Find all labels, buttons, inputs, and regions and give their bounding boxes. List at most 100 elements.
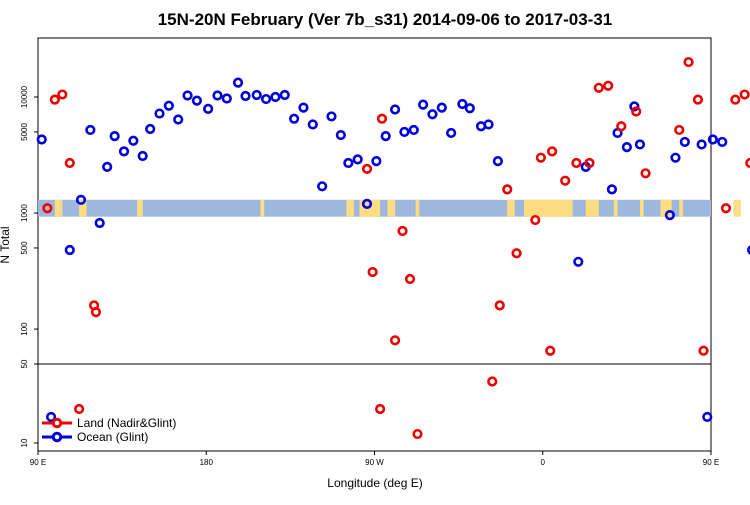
legend-land-marker	[51, 417, 63, 429]
land-point	[593, 82, 604, 93]
ocean-point	[335, 129, 346, 141]
legend: Land (Nadir&Glint) Ocean (Glint)	[42, 416, 176, 444]
ocean-point	[109, 131, 120, 142]
ocean-point	[240, 90, 251, 102]
ocean-point	[307, 119, 318, 130]
ocean-point	[629, 101, 640, 112]
legend-land-label: Land (Nadir&Glint)	[77, 416, 176, 430]
y-tick-label: 10	[20, 438, 29, 447]
ocean-point	[212, 90, 223, 101]
ocean-point	[408, 124, 419, 136]
ocean-point	[221, 93, 232, 104]
ocean-point	[154, 108, 165, 119]
land-patch	[359, 199, 381, 217]
ocean-point	[317, 181, 328, 192]
ocean-point	[747, 245, 750, 255]
land-point	[720, 203, 732, 214]
ocean-point	[361, 198, 373, 209]
ocean-point	[399, 126, 410, 138]
land-point	[90, 307, 102, 318]
land-point	[535, 152, 546, 163]
land-patch	[387, 199, 396, 217]
land-patch	[260, 199, 265, 217]
x-tick-label: 90 E	[703, 458, 719, 467]
chart-title: 15N-20N February (Ver 7b_s31) 2014-09-06…	[158, 10, 613, 29]
ocean-point	[163, 100, 174, 111]
land-point	[674, 124, 685, 136]
ocean-point	[75, 194, 87, 205]
y-axis-title: N Total	[0, 226, 12, 263]
ocean-point	[696, 139, 707, 150]
ocean-point	[492, 156, 503, 167]
land-patch	[585, 199, 599, 217]
land-point	[571, 157, 582, 169]
y-tick-label: 5000	[20, 122, 29, 140]
x-axis-title: Longitude (deg E)	[327, 476, 422, 490]
land-point	[730, 94, 741, 105]
y-tick-label: 10000	[20, 85, 29, 108]
land-point	[412, 428, 423, 440]
ocean-point	[128, 135, 139, 146]
ocean-point	[270, 91, 281, 103]
ocean-point	[679, 136, 690, 148]
land-point	[745, 157, 750, 169]
land-point	[603, 80, 614, 91]
ocean-point	[634, 139, 646, 150]
ocean-point	[573, 256, 584, 267]
land-point	[692, 94, 704, 105]
land-point	[546, 146, 558, 157]
land-mask-bar	[38, 199, 741, 217]
land-patch	[613, 199, 618, 217]
ocean-point	[298, 102, 309, 113]
land-patch	[524, 199, 573, 217]
y-tick-label: 100	[20, 322, 29, 336]
ocean-point	[380, 131, 391, 142]
ocean-point	[94, 217, 105, 229]
ocean-point	[418, 99, 429, 110]
ocean-point	[118, 146, 130, 157]
x-tick-label: 90 W	[365, 458, 384, 467]
ocean-point	[664, 209, 675, 221]
ocean-point	[436, 102, 447, 113]
land-point	[57, 89, 68, 100]
legend-ocean-label: Ocean (Glint)	[77, 430, 148, 444]
x-tick-label: 180	[200, 458, 214, 467]
ocean-point	[289, 113, 300, 124]
land-point	[49, 94, 60, 105]
ocean-point	[483, 119, 494, 130]
ocean-point	[702, 411, 713, 423]
land-point	[375, 403, 386, 415]
ocean-point	[389, 104, 401, 115]
land-point	[560, 175, 571, 186]
land-point	[389, 335, 401, 346]
ocean-point	[251, 89, 262, 101]
land-point	[74, 403, 85, 415]
land-point	[64, 157, 75, 169]
land-patch	[733, 199, 741, 217]
ocean-point	[173, 114, 184, 125]
y-tick-label: 500	[20, 241, 29, 255]
y-axis-ticks: 10 50 100 500 1000 5000 10000	[20, 85, 38, 447]
ocean-point	[145, 123, 156, 135]
ocean-point	[45, 411, 57, 423]
legend-ocean-marker	[51, 431, 63, 443]
ocean-point	[182, 90, 193, 101]
land-patch	[679, 199, 683, 217]
land-point	[376, 113, 388, 124]
ocean-point	[102, 161, 113, 172]
land-point	[616, 121, 627, 132]
ocean-point	[717, 136, 728, 148]
x-tick-label: 90 E	[30, 458, 46, 467]
ocean-point	[427, 109, 438, 120]
ocean-point	[36, 134, 47, 145]
land-patch	[346, 199, 354, 217]
ocean-point	[670, 152, 681, 163]
land-point	[584, 157, 595, 169]
ocean-point	[352, 154, 363, 165]
land-point	[361, 163, 373, 175]
land-patch	[415, 199, 420, 217]
land-patch	[660, 199, 672, 217]
ocean-point	[371, 156, 382, 167]
ocean-point	[446, 127, 457, 139]
